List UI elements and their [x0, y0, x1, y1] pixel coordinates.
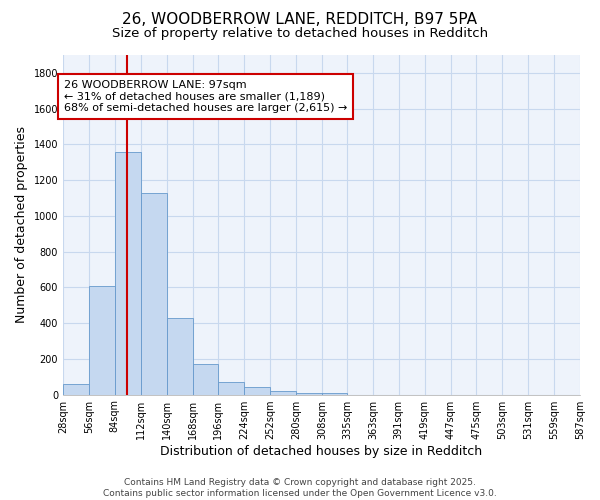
- Bar: [296, 393, 322, 394]
- Bar: [244, 388, 270, 394]
- X-axis label: Distribution of detached houses by size in Redditch: Distribution of detached houses by size …: [160, 444, 482, 458]
- Text: 26 WOODBERROW LANE: 97sqm
← 31% of detached houses are smaller (1,189)
68% of se: 26 WOODBERROW LANE: 97sqm ← 31% of detac…: [64, 80, 347, 113]
- Text: Contains HM Land Registry data © Crown copyright and database right 2025.
Contai: Contains HM Land Registry data © Crown c…: [103, 478, 497, 498]
- Bar: [270, 391, 296, 394]
- Bar: [141, 192, 167, 394]
- Bar: [89, 286, 115, 395]
- Y-axis label: Number of detached properties: Number of detached properties: [15, 126, 28, 324]
- Bar: [63, 384, 89, 394]
- Bar: [322, 393, 347, 394]
- Bar: [167, 318, 193, 394]
- Bar: [115, 152, 141, 394]
- Text: Size of property relative to detached houses in Redditch: Size of property relative to detached ho…: [112, 28, 488, 40]
- Text: 26, WOODBERROW LANE, REDDITCH, B97 5PA: 26, WOODBERROW LANE, REDDITCH, B97 5PA: [122, 12, 478, 28]
- Bar: [218, 382, 244, 394]
- Bar: [193, 364, 218, 394]
